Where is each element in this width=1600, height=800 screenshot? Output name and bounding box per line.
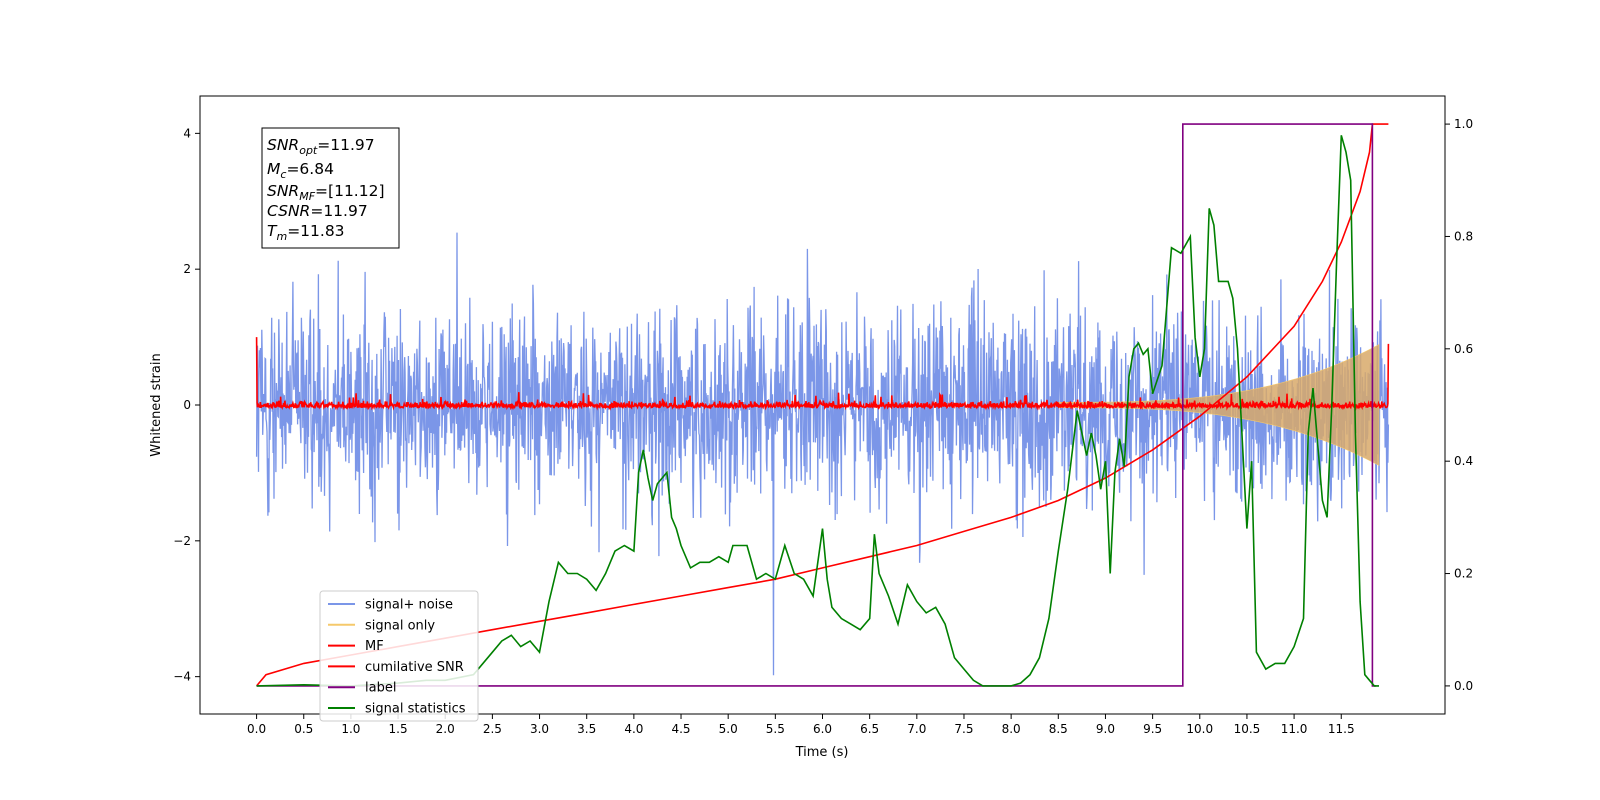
legend-label: signal statistics <box>365 702 466 717</box>
y2-tick-label: 0.2 <box>1454 567 1473 581</box>
series-mf <box>255 337 1390 411</box>
x-tick-label: 6.5 <box>860 722 879 736</box>
x-tick-label: 5.5 <box>766 722 785 736</box>
tm-text: Tm=11.83 <box>267 222 345 243</box>
legend-frame <box>319 590 479 722</box>
x-tick-label: 1.0 <box>341 722 360 736</box>
y2-tick-label: 0.0 <box>1454 679 1473 693</box>
series-label <box>256 123 1377 687</box>
legend-label: label <box>365 681 396 696</box>
x-tick-label: 10.5 <box>1234 722 1261 736</box>
y-axis-label: Whitened strain <box>149 353 164 456</box>
x-tick-label: 7.5 <box>954 722 973 736</box>
x-tick-label: 0.0 <box>247 722 266 736</box>
y-tick-label: −4 <box>173 670 191 684</box>
x-tick-label: 0.5 <box>294 722 313 736</box>
x-tick-label: 4.0 <box>624 722 643 736</box>
y2-tick-label: 0.6 <box>1454 342 1473 356</box>
y-tick-label: 4 <box>183 126 191 140</box>
y-tick-label: 0 <box>183 398 191 412</box>
annotation-box: SNRopt=11.97 Mc=6.84 SNRMF=[11.12] CSNR=… <box>261 127 400 249</box>
x-tick-label: 5.0 <box>719 722 738 736</box>
legend-items: signal+ noise signal only MF cumilative SNR… <box>328 598 466 717</box>
y2-tick-label: 1.0 <box>1454 117 1473 131</box>
x-tick-label: 1.5 <box>389 722 408 736</box>
y2-tick-label: 0.4 <box>1454 454 1473 468</box>
y-tick-label: 2 <box>183 262 191 276</box>
series-signal-statistics <box>256 135 1379 687</box>
ticks-layer: 0.0 0.5 1.0 1.5 2.0 2.5 3.0 3.5 4.0 4.5 5.0 5.5 6.0 6… <box>173 117 1473 736</box>
x-tick-label: 2.0 <box>436 722 455 736</box>
series-signal-noise <box>255 232 1390 676</box>
legend-label: signal only <box>365 618 435 633</box>
legend: signal+ noise signal only MF cumilative SNR… <box>319 590 479 722</box>
annotation-frame <box>261 127 400 249</box>
x-axis-label: Time (s) <box>795 745 849 760</box>
x-tick-label: 9.5 <box>1143 722 1162 736</box>
legend-label: signal+ noise <box>365 598 453 613</box>
mc-text: Mc=6.84 <box>267 160 334 181</box>
x-tick-label: 3.5 <box>577 722 596 736</box>
x-tick-label: 2.5 <box>483 722 502 736</box>
x-tick-label: 8.5 <box>1049 722 1068 736</box>
snr-opt-text: SNRopt=11.97 <box>267 136 375 157</box>
csnr-text: CSNR=11.97 <box>267 202 368 220</box>
x-tick-label: 3.0 <box>530 722 549 736</box>
y2-tick-label: 0.8 <box>1454 229 1473 243</box>
x-tick-label: 9.0 <box>1096 722 1115 736</box>
legend-label: MF <box>365 639 384 654</box>
x-tick-label: 7.0 <box>907 722 926 736</box>
x-tick-label: 8.0 <box>1002 722 1021 736</box>
x-tick-label: 6.0 <box>813 722 832 736</box>
snr-mf-text: SNRMF=[11.12] <box>267 182 385 203</box>
legend-label: cumilative SNR <box>365 660 464 675</box>
x-tick-label: 10.0 <box>1186 722 1213 736</box>
y-tick-label: −2 <box>173 534 191 548</box>
x-tick-label: 11.0 <box>1281 722 1308 736</box>
x-tick-label: 4.5 <box>671 722 690 736</box>
x-tick-label: 11.5 <box>1328 722 1355 736</box>
